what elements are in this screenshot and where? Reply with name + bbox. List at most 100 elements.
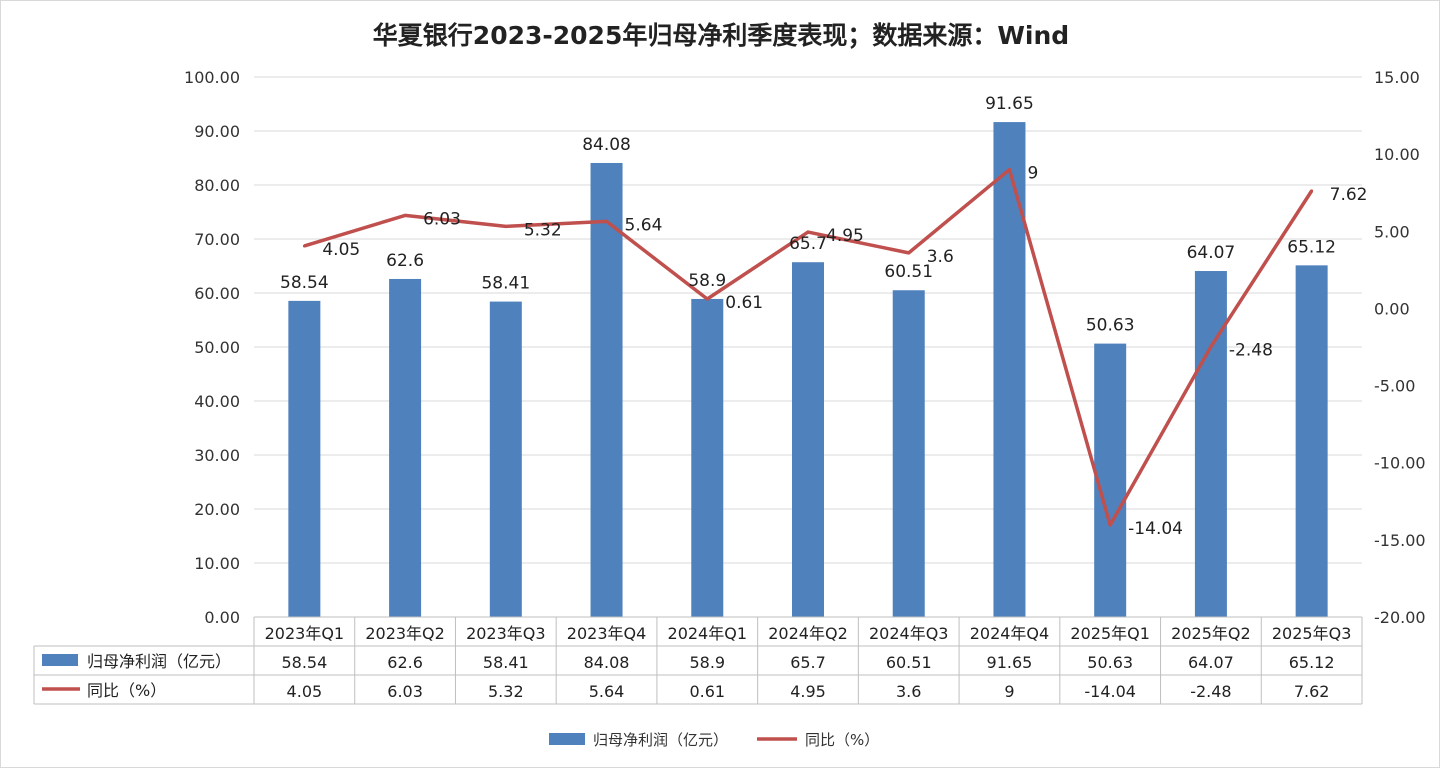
right-axis-ticks: -20.00 -15.00 -10.00 -5.00 0.00 5.00 10.00 15.0… [1374, 68, 1426, 627]
left-tick-label: 80.00 [194, 176, 240, 195]
table-cell: 0.61 [689, 682, 725, 701]
line-data-label: 5.32 [524, 220, 562, 240]
bar [892, 290, 925, 617]
table-cell: 9 [1004, 682, 1014, 701]
left-tick-label: 30.00 [194, 446, 240, 465]
left-tick-label: 10.00 [194, 554, 240, 573]
right-tick-label: 0.00 [1374, 299, 1410, 318]
bar [489, 301, 522, 617]
left-tick-label: 100.00 [184, 68, 240, 87]
category-label: 2023年Q4 [567, 624, 647, 643]
table-cell: 64.07 [1188, 653, 1234, 672]
category-label: 2025年Q2 [1171, 624, 1251, 643]
bar [1194, 271, 1227, 617]
bar-series [288, 122, 1328, 617]
line-point [605, 219, 609, 223]
line-data-label: 4.95 [826, 226, 864, 246]
line-data-label: 4.05 [322, 240, 360, 260]
left-tick-label: 60.00 [194, 284, 240, 303]
bar-data-label: 58.9 [688, 271, 726, 291]
legend-label: 同比（%） [805, 731, 879, 749]
line-data-labels: 4.05 6.03 5.32 5.64 0.61 4.95 3.6 9 -14.04 -2.48 7… [322, 164, 1367, 539]
table-cell: 3.6 [896, 682, 921, 701]
category-label: 2023年Q3 [466, 624, 546, 643]
line-data-label: 9 [1027, 164, 1038, 184]
table-cell: 58.54 [281, 653, 327, 672]
bar-data-label: 50.63 [1086, 316, 1135, 336]
line-point [1007, 168, 1011, 172]
line-point [403, 213, 407, 217]
bar-data-label: 84.08 [582, 135, 631, 155]
category-label: 2024年Q4 [970, 624, 1050, 643]
right-tick-label: -15.00 [1374, 531, 1426, 550]
table-cell: 4.95 [790, 682, 826, 701]
line-point [1310, 189, 1314, 193]
line-data-label: 3.6 [927, 247, 954, 267]
bar-data-label: 60.51 [884, 262, 933, 282]
line-point [1209, 345, 1213, 349]
table-cell: 5.64 [589, 682, 625, 701]
line-data-label: 6.03 [423, 209, 461, 229]
bar-data-label: 65.7 [789, 234, 827, 254]
table-cell: 4.05 [287, 682, 323, 701]
right-tick-label: 5.00 [1374, 222, 1410, 241]
line-point [504, 224, 508, 228]
left-tick-label: 50.00 [194, 338, 240, 357]
bar-data-label: 58.41 [481, 274, 530, 294]
category-label: 2025年Q1 [1070, 624, 1150, 643]
category-label: 2025年Q3 [1272, 624, 1352, 643]
line-data-label: -14.04 [1128, 519, 1183, 539]
left-tick-label: 90.00 [194, 122, 240, 141]
left-tick-label: 40.00 [194, 392, 240, 411]
bar-data-labels: 58.54 62.6 58.41 84.08 58.9 65.7 60.51 91.65 50.… [280, 94, 1336, 336]
table-row-label: 同比（%） [87, 681, 166, 700]
bar [1094, 343, 1127, 617]
right-tick-label: 10.00 [1374, 145, 1420, 164]
legend: 归母净利润（亿元） 同比（%） [549, 731, 879, 749]
bar [792, 262, 824, 617]
category-label: 2023年Q1 [265, 624, 345, 643]
table-cell: 84.08 [584, 653, 630, 672]
line-data-label: 0.61 [725, 293, 763, 313]
line-point [302, 244, 306, 248]
line-point [806, 230, 810, 234]
table-row-label: 归母净利润（亿元） [87, 652, 231, 671]
line-data-label: 7.62 [1330, 185, 1368, 205]
line-data-label: -2.48 [1229, 341, 1273, 361]
category-label: 2024年Q2 [768, 624, 848, 643]
left-tick-label: 70.00 [194, 230, 240, 249]
legend-label: 归母净利润（亿元） [593, 731, 728, 749]
left-tick-label: 20.00 [194, 500, 240, 519]
bar-data-label: 64.07 [1187, 243, 1236, 263]
line-point [705, 297, 709, 301]
right-tick-label: -5.00 [1374, 377, 1415, 396]
table-cell: -2.48 [1190, 682, 1231, 701]
bar-data-label: 62.6 [386, 251, 424, 271]
bar-data-label: 91.65 [985, 94, 1034, 114]
bar [691, 298, 724, 617]
bar [1295, 265, 1328, 617]
table-cell: 50.63 [1087, 653, 1133, 672]
right-tick-label: 15.00 [1374, 68, 1420, 87]
table-cell: -14.04 [1084, 682, 1136, 701]
table-cell: 58.41 [483, 653, 529, 672]
left-tick-label: 0.00 [204, 608, 240, 627]
table-cell: 62.6 [387, 653, 423, 672]
line-point [907, 251, 911, 255]
table-cell: 65.12 [1289, 653, 1335, 672]
category-label: 2024年Q3 [869, 624, 949, 643]
line-data-label: 5.64 [625, 215, 663, 235]
table-cell: 5.32 [488, 682, 524, 701]
table-cell: 58.9 [689, 653, 725, 672]
table-cell: 91.65 [987, 653, 1033, 672]
data-table: 2023年Q1 58.54 4.05 2023年Q2 62.6 6.03 2023年Q3 58… [33, 616, 1363, 705]
table-cell: 65.7 [790, 653, 826, 672]
right-tick-label: -20.00 [1374, 608, 1426, 627]
bar-data-label: 58.54 [280, 273, 329, 293]
right-tick-label: -10.00 [1374, 454, 1426, 473]
left-axis-ticks: 0.00 10.00 20.00 30.00 40.00 50.00 60.00 70.00 8… [184, 68, 240, 627]
table-cell: 7.62 [1294, 682, 1330, 701]
legend-bar-swatch [549, 733, 585, 745]
table-cell: 60.51 [886, 653, 932, 672]
